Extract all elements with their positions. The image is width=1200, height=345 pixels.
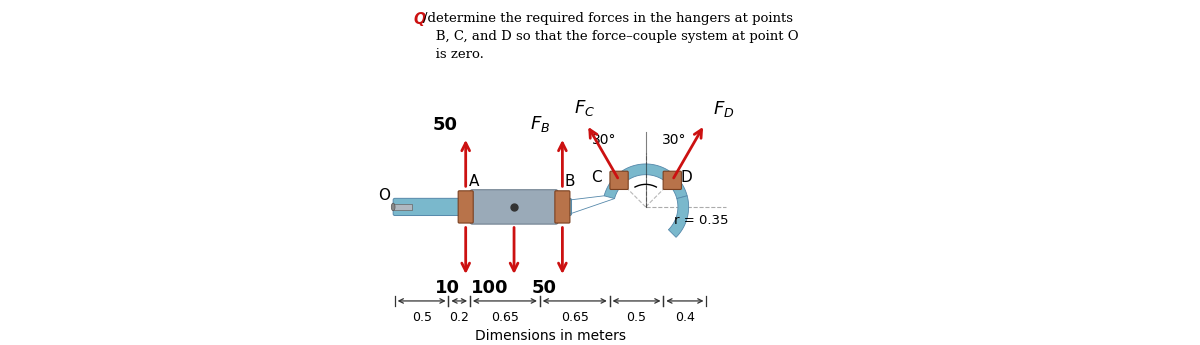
- Text: B: B: [564, 174, 575, 189]
- Text: 30°: 30°: [661, 133, 686, 147]
- Text: 10: 10: [436, 279, 461, 297]
- Text: 0.4: 0.4: [674, 310, 695, 324]
- Bar: [394, 204, 412, 210]
- Ellipse shape: [391, 203, 395, 211]
- Text: 0.65: 0.65: [560, 310, 589, 324]
- Text: 0.2: 0.2: [449, 310, 469, 324]
- Text: D: D: [680, 170, 692, 185]
- Text: Q: Q: [414, 12, 426, 28]
- Text: r = 0.35: r = 0.35: [674, 214, 728, 227]
- Text: $F_B$: $F_B$: [530, 115, 551, 135]
- Text: Dimensions in meters: Dimensions in meters: [475, 329, 626, 343]
- Polygon shape: [604, 164, 688, 199]
- Text: 30°: 30°: [592, 133, 616, 147]
- Text: C: C: [592, 170, 602, 185]
- Text: $F_D$: $F_D$: [713, 99, 734, 119]
- Text: 50: 50: [532, 279, 557, 297]
- Text: 50: 50: [433, 116, 457, 135]
- Text: $F_C$: $F_C$: [574, 98, 595, 118]
- FancyBboxPatch shape: [610, 171, 629, 189]
- FancyBboxPatch shape: [664, 171, 682, 189]
- FancyBboxPatch shape: [554, 191, 570, 223]
- FancyBboxPatch shape: [394, 198, 571, 216]
- Text: A: A: [468, 174, 479, 189]
- Polygon shape: [668, 196, 689, 237]
- Text: /determine the required forces in the hangers at points
   B, C, and D so that t: /determine the required forces in the ha…: [422, 12, 798, 61]
- Text: 0.5: 0.5: [626, 310, 647, 324]
- Text: 0.5: 0.5: [412, 310, 432, 324]
- Text: 100: 100: [472, 279, 509, 297]
- FancyBboxPatch shape: [470, 190, 558, 224]
- FancyBboxPatch shape: [458, 191, 473, 223]
- Text: 0.65: 0.65: [491, 310, 518, 324]
- Text: O: O: [378, 188, 390, 203]
